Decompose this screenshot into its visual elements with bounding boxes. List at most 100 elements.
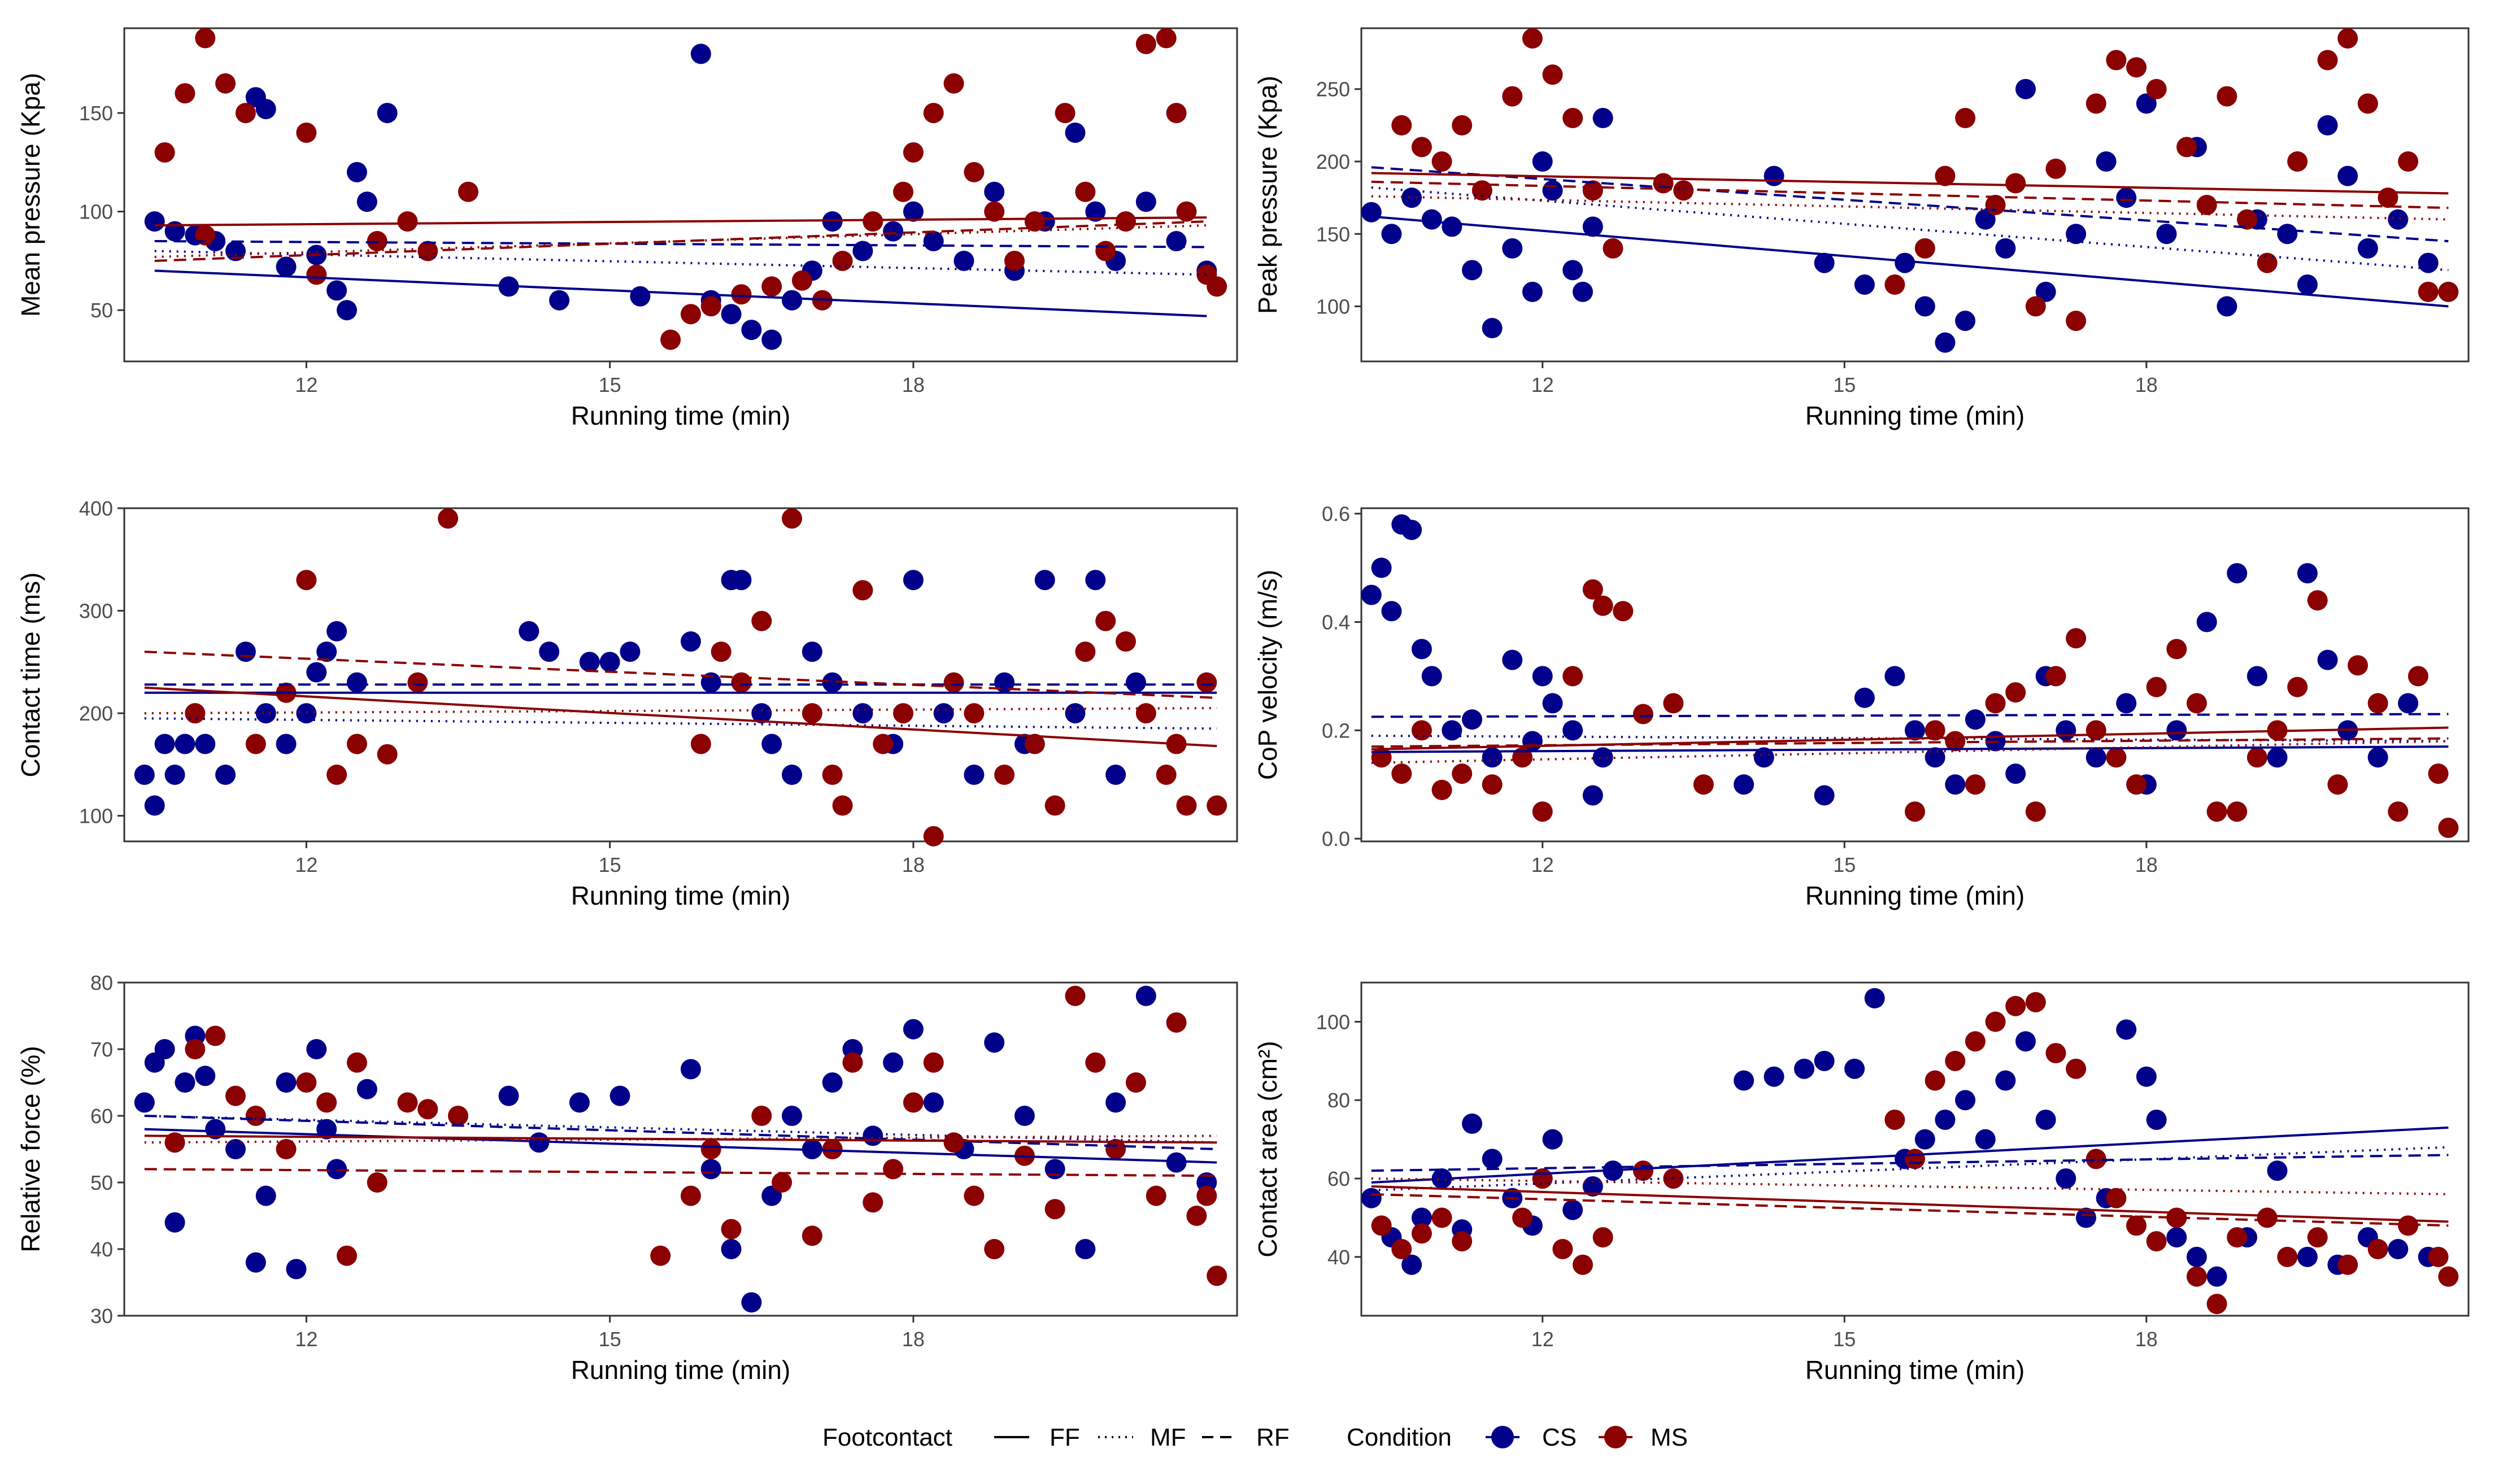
point-cs (346, 672, 367, 693)
point-ms (2337, 1254, 2358, 1275)
point-cs (1065, 703, 1086, 724)
point-cs (2227, 563, 2248, 584)
point-ms (1663, 693, 1684, 714)
point-cs (276, 1072, 297, 1093)
point-ms (2146, 78, 2167, 99)
point-ms (2277, 1246, 2298, 1267)
point-cs (1125, 672, 1146, 693)
point-cs (1034, 570, 1055, 591)
point-cs (1085, 201, 1106, 222)
point-ms (1166, 1012, 1187, 1033)
point-ms (863, 211, 883, 232)
point-cs (1421, 209, 1442, 230)
y-axis-title: Mean pressure (Kpa) (16, 73, 45, 317)
point-cs (1814, 1050, 1835, 1071)
trendline-ms-ff (144, 686, 1217, 748)
point-cs (255, 99, 276, 120)
point-ms (2025, 801, 2046, 822)
point-cs (1105, 765, 1126, 785)
point-ms (1135, 703, 1156, 724)
point-cs (2015, 1031, 2036, 1052)
point-cs (1955, 1090, 1976, 1111)
point-cs (579, 652, 600, 673)
point-cs (1592, 747, 1613, 768)
point-ms (822, 1139, 843, 1159)
point-cs (306, 1039, 327, 1059)
point-cs (1381, 601, 1402, 622)
point-ms (1196, 1185, 1217, 1206)
point-cs (164, 1212, 185, 1233)
point-ms (1156, 28, 1177, 49)
point-cs (2116, 1019, 2137, 1040)
point-cs (2136, 1066, 2157, 1087)
point-ms (2348, 655, 2368, 676)
point-ms (306, 264, 327, 285)
x-axis-title: Running time (min) (1805, 401, 2025, 430)
point-cs (2066, 224, 2087, 245)
y-tick-label: 100 (79, 805, 113, 828)
point-cs (326, 280, 347, 301)
point-ms (1613, 601, 1634, 622)
point-ms (2066, 311, 2087, 331)
point-cs (1884, 666, 1905, 687)
y-axis-title: Peak pressure (Kpa) (1253, 76, 1282, 314)
x-tick-label: 12 (295, 373, 317, 396)
point-ms (1562, 108, 1583, 129)
point-cs (2297, 1246, 2318, 1267)
point-cs (225, 1139, 246, 1159)
x-tick-label: 12 (1531, 1328, 1554, 1351)
point-ms (367, 1172, 388, 1193)
point-cs (751, 703, 772, 724)
point-ms (1955, 108, 1976, 129)
point-ms (1391, 1239, 1412, 1259)
point-cs (498, 1085, 519, 1106)
legend-key-ff: FF (994, 1424, 1080, 1451)
point-ms (1411, 720, 1432, 741)
point-ms (316, 1092, 337, 1113)
point-cs (2217, 296, 2237, 317)
point-cs (1482, 318, 1503, 338)
point-cs (144, 795, 165, 816)
point-ms (721, 1219, 742, 1239)
point-cs (2398, 693, 2419, 714)
point-cs (1582, 1176, 1603, 1197)
plot-frame (123, 507, 1238, 843)
trendline-cs-rf (1371, 713, 2449, 718)
point-cs (964, 765, 985, 785)
point-cs (1482, 1149, 1503, 1169)
point-ms (1116, 631, 1136, 652)
y-axis-title: Contact area (cm²) (1253, 1041, 1282, 1257)
point-ms (205, 1025, 226, 1046)
point-cs (1166, 231, 1187, 252)
point-ms (1592, 595, 1613, 616)
point-ms (1065, 985, 1086, 1006)
point-ms (377, 744, 398, 765)
legend-condition-title: Condition (1347, 1424, 1452, 1451)
point-ms (2206, 1294, 2227, 1315)
point-cs (1085, 570, 1106, 591)
point-ms (2005, 996, 2026, 1016)
point-cs (690, 43, 711, 64)
point-cs (195, 1066, 216, 1086)
point-cs (2388, 1239, 2409, 1259)
x-tick-label: 12 (295, 1328, 317, 1351)
y-tick-label: 60 (90, 1105, 113, 1128)
point-cs (2317, 649, 2338, 670)
point-ms (2257, 252, 2278, 273)
point-cs (2166, 1227, 2187, 1248)
y-tick-label: 200 (79, 702, 113, 725)
point-cs (1895, 252, 1915, 273)
point-cs (1905, 720, 1925, 741)
point-ms (2086, 93, 2106, 114)
point-ms (225, 1085, 246, 1106)
point-cs (1914, 296, 1935, 317)
point-ms (2407, 666, 2428, 687)
point-ms (2247, 747, 2267, 768)
point-cs (2367, 747, 2388, 768)
point-cs (306, 662, 327, 683)
point-cs (1734, 1070, 1754, 1091)
point-ms (1207, 1265, 1227, 1286)
point-ms (2066, 1058, 2087, 1079)
point-ms (2126, 1215, 2147, 1236)
